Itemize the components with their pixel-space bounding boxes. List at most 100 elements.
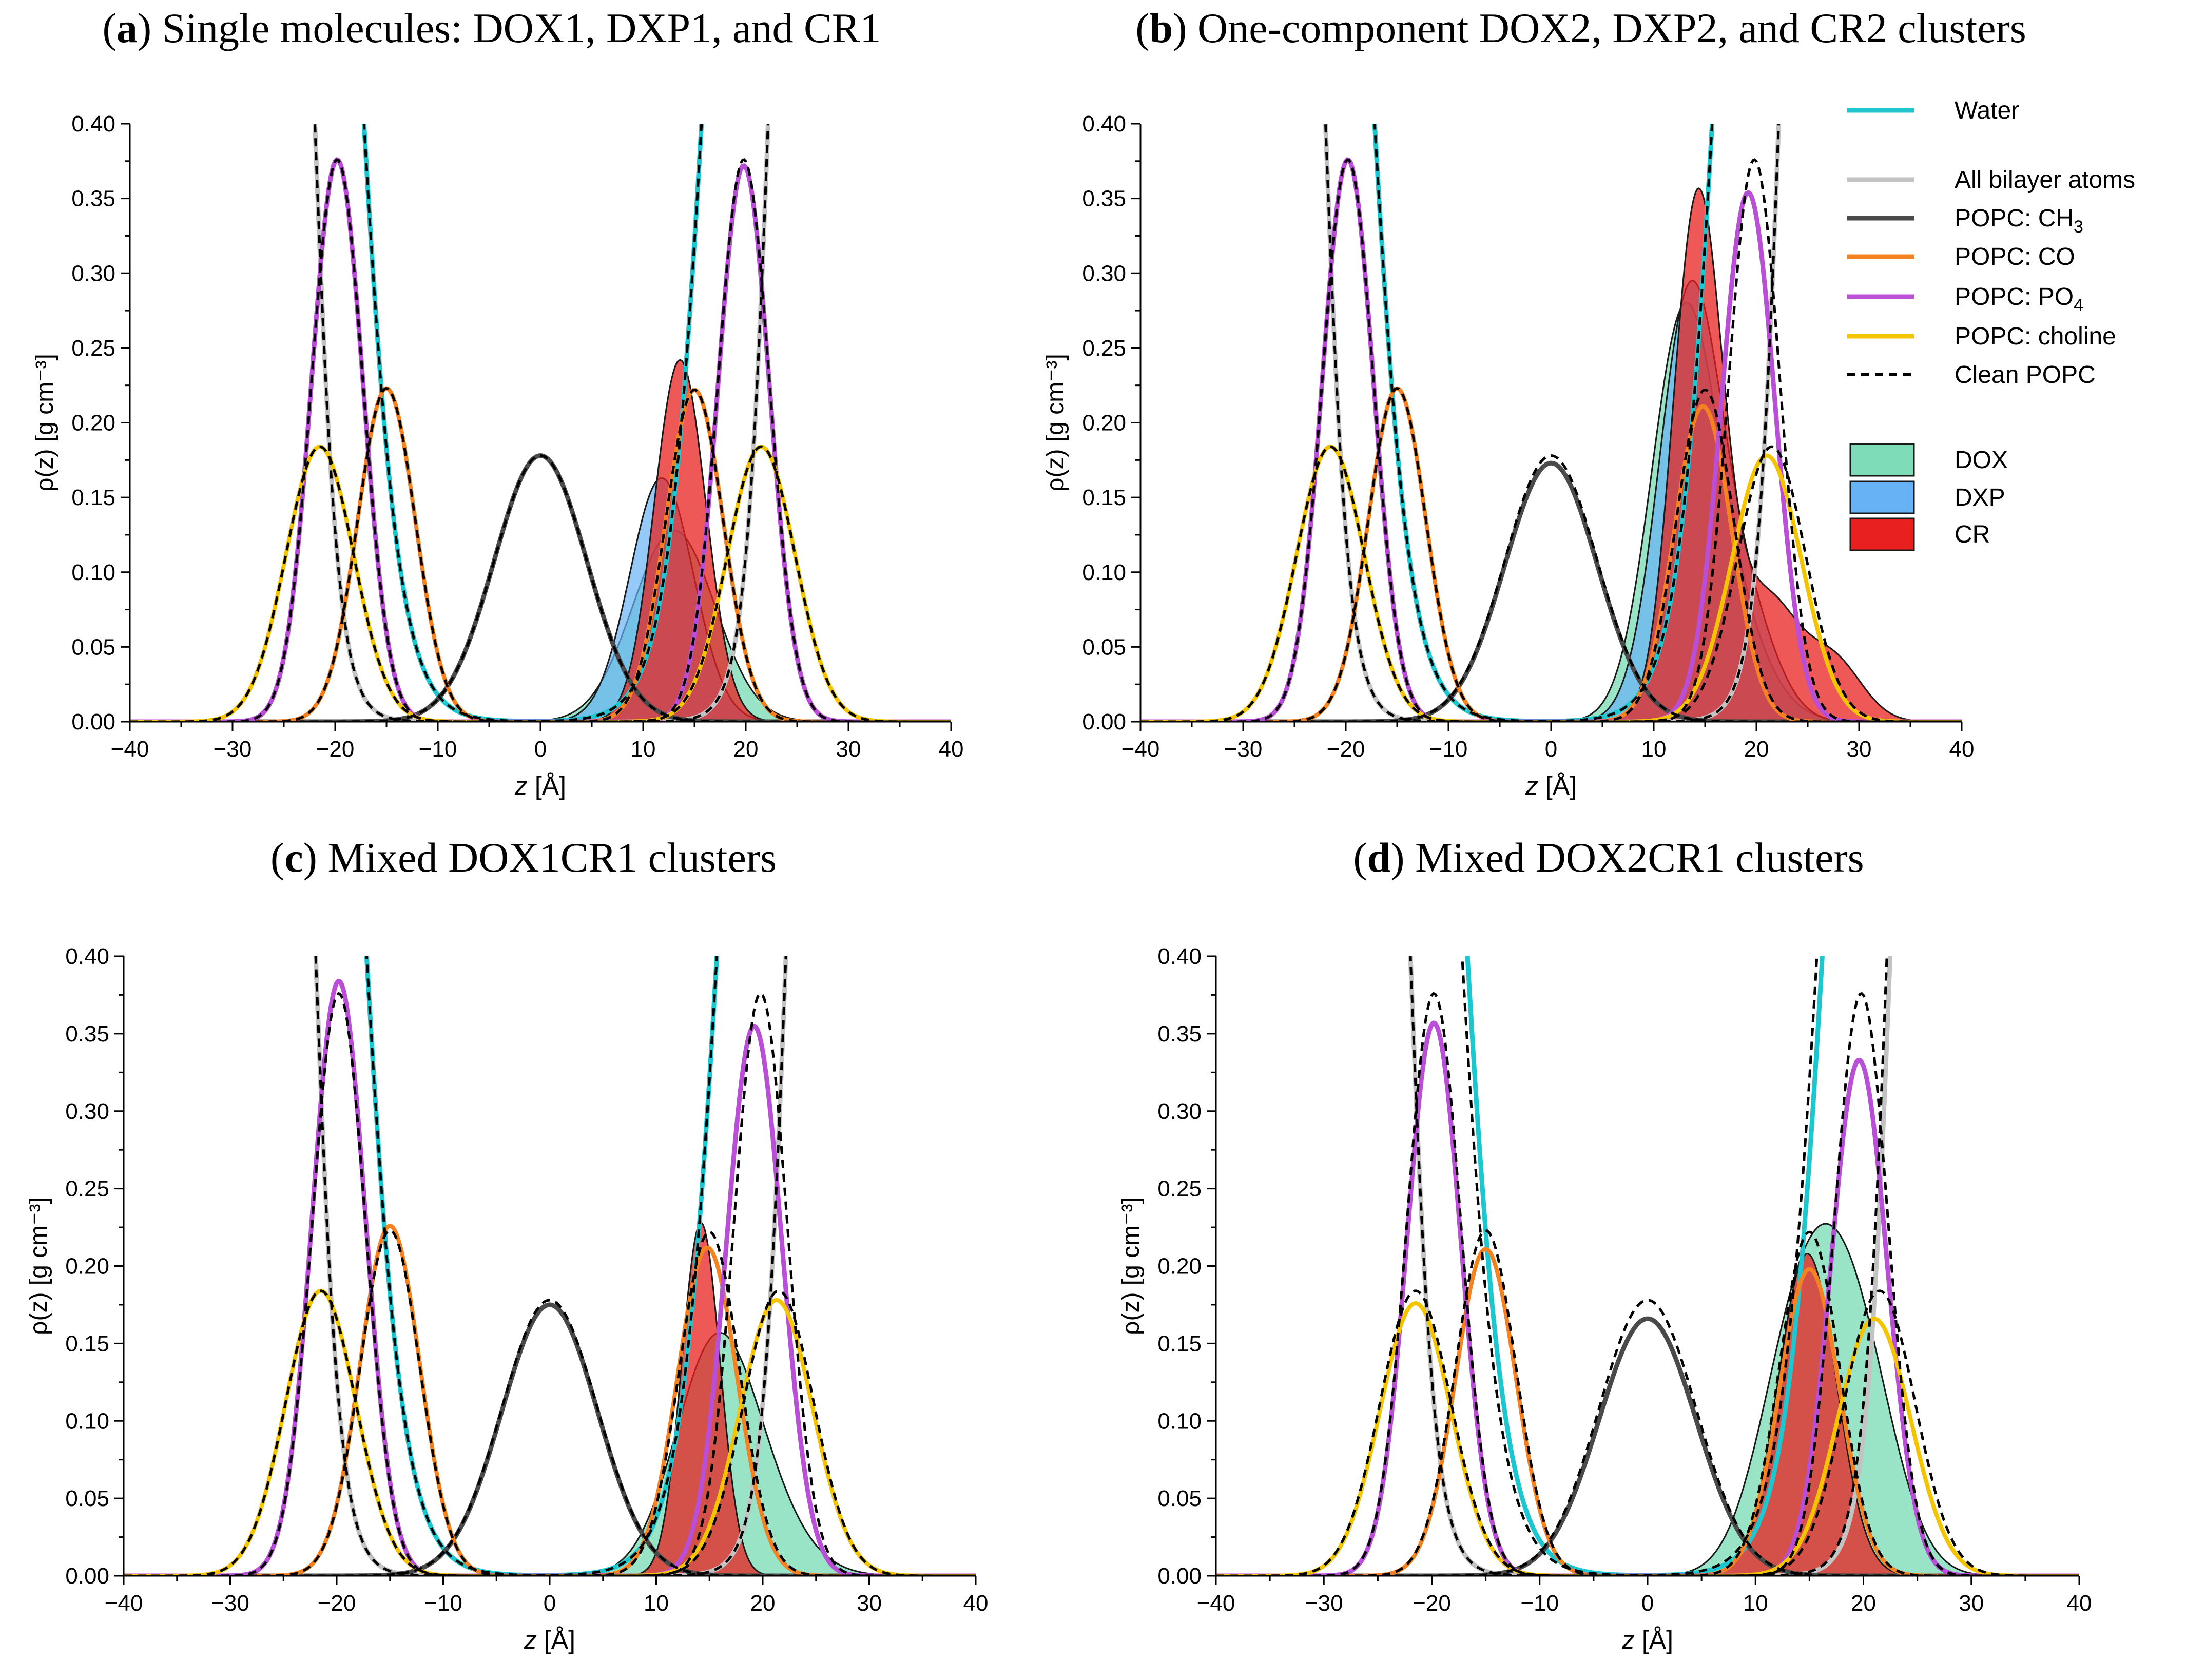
x-tick-label: 10 bbox=[631, 737, 656, 762]
y-tick-label: 0.05 bbox=[1082, 634, 1126, 660]
x-tick-label: 30 bbox=[836, 737, 861, 762]
legend-item-bilayer: All bilayer atoms bbox=[1847, 166, 2135, 194]
y-tick-label: 0.35 bbox=[1157, 1021, 1202, 1047]
y-tick-label: 0.30 bbox=[1157, 1099, 1202, 1124]
y-tick-label: 0.35 bbox=[65, 1021, 109, 1047]
x-axis-label: z [Å] bbox=[1621, 1626, 1673, 1654]
x-tick-label: 0 bbox=[544, 1591, 556, 1616]
x-tick-label: 40 bbox=[963, 1591, 989, 1616]
y-axis-label: ρ(z) [g cm⁻³] bbox=[25, 1197, 52, 1335]
legend-item-po4: POPC: PO4 bbox=[1847, 283, 2083, 315]
panel-title: (d) Mixed DOX2CR1 clusters bbox=[1353, 834, 1864, 881]
legend-item-water: Water bbox=[1847, 97, 2019, 124]
y-tick-label: 0.30 bbox=[65, 1099, 109, 1124]
y-tick-label: 0.00 bbox=[1082, 709, 1126, 735]
x-tick-label: −20 bbox=[318, 1591, 356, 1616]
y-tick-label: 0.30 bbox=[71, 261, 115, 286]
x-tick-label: −30 bbox=[211, 1591, 249, 1616]
line-clean-popc bbox=[1216, 1289, 2079, 1576]
line-ch3 bbox=[124, 1302, 976, 1576]
legend-item-cr: CR bbox=[1849, 517, 1990, 551]
legend-item-clean: Clean POPC bbox=[1847, 361, 2096, 389]
y-tick-label: 0.00 bbox=[71, 709, 115, 735]
legend-item-co: POPC: CO bbox=[1847, 243, 2075, 271]
y-tick-label: 0.25 bbox=[1157, 1176, 1202, 1202]
panel-b: (b) One-component DOX2, DXP2, and CR2 cl… bbox=[1042, 5, 2026, 800]
x-tick-label: 0 bbox=[1545, 737, 1557, 762]
x-tick-label: −10 bbox=[424, 1591, 462, 1616]
y-tick-label: 0.25 bbox=[71, 336, 115, 361]
y-tick-label: 0.10 bbox=[1082, 560, 1126, 585]
panel-title: (a) Single molecules: DOX1, DXP1, and CR… bbox=[103, 5, 881, 51]
line-clean-popc bbox=[130, 445, 951, 722]
line-po4 bbox=[1216, 1020, 2079, 1576]
y-axis-label: ρ(z) [g cm⁻³] bbox=[31, 354, 59, 492]
y-tick-label: 0.40 bbox=[65, 944, 109, 969]
legend: Water All bilayer atoms POPC: CH3 POPC: CO P… bbox=[1847, 97, 2135, 551]
y-axis-label: ρ(z) [g cm⁻³] bbox=[1042, 354, 1069, 492]
x-tick-label: −10 bbox=[1520, 1591, 1559, 1616]
x-tick-label: 0 bbox=[1641, 1591, 1654, 1616]
line-ch3 bbox=[1216, 1316, 2079, 1576]
legend-swatch bbox=[1849, 517, 1915, 551]
line-clean-popc bbox=[1140, 454, 1962, 722]
y-tick-label: 0.35 bbox=[1082, 186, 1126, 211]
line-clean-popc bbox=[130, 158, 951, 722]
x-tick-label: −40 bbox=[105, 1591, 143, 1616]
y-tick-label: 0.40 bbox=[1157, 944, 1202, 969]
y-tick-label: 0.40 bbox=[1082, 111, 1126, 137]
panels: (a) Single molecules: DOX1, DXP1, and CR… bbox=[25, 5, 2092, 1654]
x-tick-label: 10 bbox=[1641, 737, 1667, 762]
x-tick-label: −30 bbox=[1224, 737, 1263, 762]
line-clean-popc bbox=[1140, 445, 1962, 722]
y-tick-label: 0.00 bbox=[1157, 1563, 1202, 1589]
legend-label: Clean POPC bbox=[1955, 361, 2096, 389]
y-tick-label: 0.15 bbox=[65, 1331, 109, 1356]
y-tick-label: 0.10 bbox=[71, 560, 115, 585]
y-tick-label: 0.15 bbox=[1082, 485, 1126, 510]
y-tick-label: 0.20 bbox=[65, 1254, 109, 1279]
legend-label: POPC: choline bbox=[1955, 323, 2116, 350]
y-tick-label: 0.20 bbox=[1082, 411, 1126, 436]
x-tick-label: −40 bbox=[1121, 737, 1160, 762]
y-tick-label: 0.20 bbox=[71, 411, 115, 436]
legend-label: POPC: CO bbox=[1955, 243, 2075, 271]
x-tick-label: 40 bbox=[2067, 1591, 2092, 1616]
x-axis-label: z [Å] bbox=[524, 1626, 575, 1654]
line-clean-popc bbox=[124, 992, 976, 1576]
x-tick-label: 10 bbox=[1743, 1591, 1768, 1616]
line-clean-popc bbox=[130, 454, 951, 722]
y-tick-label: 0.05 bbox=[65, 1486, 109, 1511]
line-ch3 bbox=[1140, 460, 1962, 722]
panel-a: (a) Single molecules: DOX1, DXP1, and CR… bbox=[31, 5, 964, 800]
x-tick-label: −10 bbox=[1429, 737, 1468, 762]
x-tick-label: 20 bbox=[1744, 737, 1769, 762]
y-tick-label: 0.25 bbox=[1082, 336, 1126, 361]
x-tick-label: 20 bbox=[1851, 1591, 1876, 1616]
line-clean-popc bbox=[1140, 158, 1962, 722]
x-tick-label: 0 bbox=[534, 737, 547, 762]
legend-label: DOX bbox=[1955, 447, 2008, 474]
x-tick-label: 40 bbox=[939, 737, 964, 762]
legend-label: POPC: CH3 bbox=[1955, 205, 2083, 237]
legend-label: POPC: PO4 bbox=[1955, 283, 2083, 315]
line-clean-popc bbox=[124, 1299, 976, 1576]
y-tick-label: 0.10 bbox=[1157, 1408, 1202, 1434]
y-tick-label: 0.15 bbox=[71, 485, 115, 510]
x-axis-label: z [Å] bbox=[514, 771, 566, 800]
y-tick-label: 0.25 bbox=[65, 1176, 109, 1202]
y-tick-label: 0.40 bbox=[71, 111, 115, 137]
y-tick-label: 0.10 bbox=[65, 1408, 109, 1434]
x-tick-label: −30 bbox=[1305, 1591, 1343, 1616]
line-choline bbox=[1216, 1301, 2079, 1576]
y-tick-label: 0.30 bbox=[1082, 261, 1126, 286]
x-tick-label: 20 bbox=[750, 1591, 776, 1616]
x-tick-label: 30 bbox=[1959, 1591, 1984, 1616]
legend-item-dox: DOX bbox=[1849, 443, 2008, 477]
y-axis-label: ρ(z) [g cm⁻³] bbox=[1117, 1197, 1145, 1335]
x-tick-label: 30 bbox=[1847, 737, 1872, 762]
x-tick-label: −20 bbox=[1413, 1591, 1451, 1616]
x-axis-label: z [Å] bbox=[1525, 771, 1577, 800]
y-tick-label: 0.35 bbox=[71, 186, 115, 211]
